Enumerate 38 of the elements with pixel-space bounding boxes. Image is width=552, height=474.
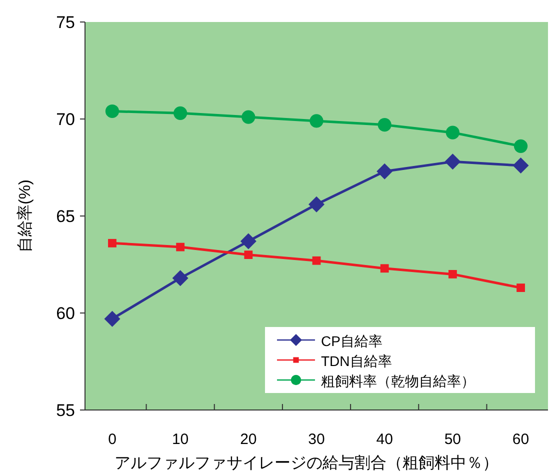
point <box>242 110 256 124</box>
legend-label: 粗飼料率（乾物自給率） <box>321 373 475 389</box>
point <box>312 256 321 265</box>
point <box>105 104 120 118</box>
x-tick-label: 60 <box>512 431 530 448</box>
point <box>174 106 188 120</box>
point <box>244 250 253 259</box>
point <box>104 310 120 327</box>
legend-label: CP自給率 <box>321 333 382 349</box>
x-tick-label: 20 <box>240 431 257 448</box>
point <box>444 154 461 170</box>
point <box>308 196 324 212</box>
y-axis-title: 自給率(%) <box>16 180 34 252</box>
point <box>240 233 256 250</box>
point <box>448 270 457 278</box>
point <box>376 163 393 180</box>
legend-label: TDN自給率 <box>321 353 392 369</box>
x-tick-label: 0 <box>108 431 116 448</box>
y-tick-label: 55 <box>56 401 75 420</box>
y-tick-label: 75 <box>56 13 75 32</box>
y-tick-label: 70 <box>56 110 75 129</box>
x-tick-label: 50 <box>444 431 462 448</box>
point <box>380 264 389 273</box>
point <box>310 114 324 128</box>
x-tick-label: 30 <box>308 431 325 448</box>
x-axis-title: アルファルファサイレージの給与割合（粗飼料中％） <box>114 454 498 472</box>
x-tick-label: 40 <box>376 431 393 448</box>
point <box>378 118 392 132</box>
point <box>446 126 460 140</box>
point <box>514 139 528 153</box>
y-tick-label: 60 <box>56 304 75 323</box>
point <box>172 270 188 286</box>
point <box>108 238 116 248</box>
point <box>176 242 185 252</box>
x-tick-label: 10 <box>172 431 189 448</box>
point <box>516 284 525 292</box>
point <box>512 158 529 174</box>
y-tick-label: 65 <box>56 207 75 226</box>
